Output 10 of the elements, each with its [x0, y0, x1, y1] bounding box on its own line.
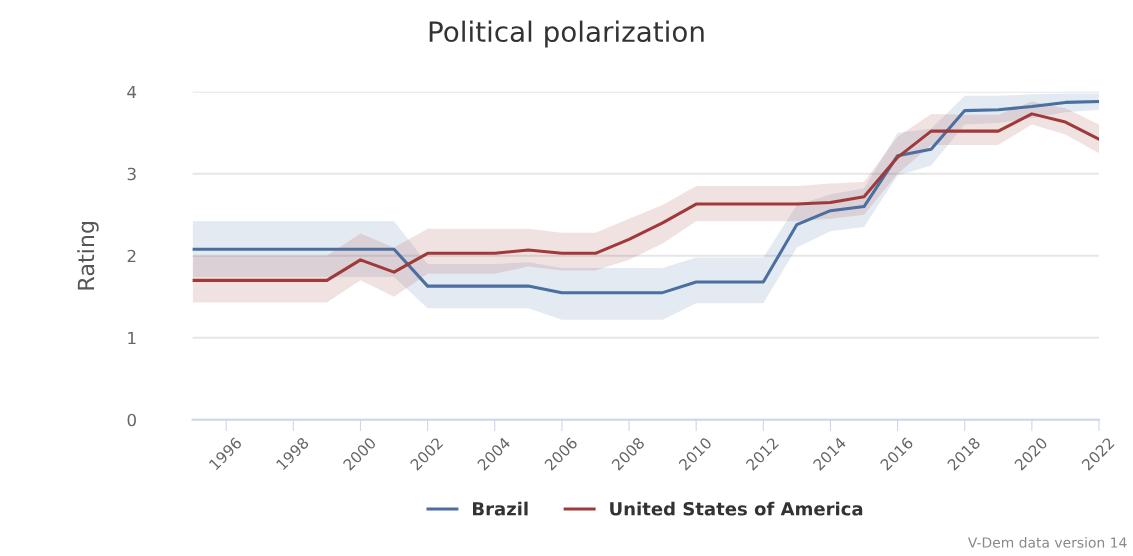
legend-label: Brazil [473, 501, 528, 516]
y-tick-label: 1 [128, 331, 136, 345]
legend-label: United States of America [610, 501, 863, 516]
text: V-Dem data version 14 [967, 537, 1127, 548]
y-tick-label: 2 [127, 249, 136, 263]
y-tick-label: 0 [127, 413, 136, 427]
y-tick-label: 3 [127, 167, 136, 181]
y-axis-title: Rating [77, 221, 99, 290]
chart-title: Political polarization [429, 20, 704, 48]
y-tick-label: 4 [127, 85, 137, 99]
